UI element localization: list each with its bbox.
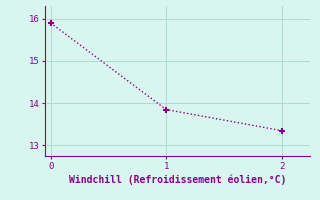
- X-axis label: Windchill (Refroidissement éolien,°C): Windchill (Refroidissement éolien,°C): [69, 175, 286, 185]
